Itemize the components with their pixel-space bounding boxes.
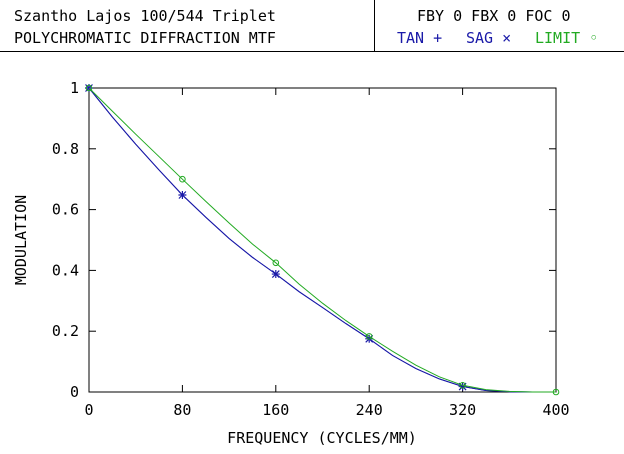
limit-series-line bbox=[88, 87, 556, 393]
y-tick-label: 0.6 bbox=[52, 201, 79, 219]
axis-ticks: 0 80 160 240 320 400 0 0.2 0.4 0.6 0.8 1 bbox=[52, 79, 570, 419]
legend-tan: TAN + bbox=[397, 29, 443, 47]
tan-series-line bbox=[88, 87, 556, 393]
y-tick-label: 1 bbox=[70, 79, 79, 97]
chart-header: Szantho Lajos 100/544 Triplet POLYCHROMA… bbox=[0, 0, 624, 52]
plot-frame bbox=[88, 87, 557, 393]
y-tick-label: 0.8 bbox=[52, 140, 79, 158]
field-info: FBY 0 FBX 0 FOC 0 bbox=[417, 7, 571, 25]
x-tick-label: 320 bbox=[449, 401, 476, 419]
x-tick-label: 0 bbox=[84, 401, 93, 419]
series-layer bbox=[85, 84, 560, 396]
limit-marker bbox=[552, 388, 560, 396]
limit-marker bbox=[272, 259, 280, 267]
y-tick-label: 0 bbox=[70, 383, 79, 401]
plot-title: POLYCHROMATIC DIFFRACTION MTF bbox=[14, 29, 276, 47]
lens-title: Szantho Lajos 100/544 Triplet bbox=[14, 7, 276, 25]
legend-limit: LIMIT ◦ bbox=[535, 29, 599, 47]
limit-marker bbox=[365, 333, 373, 340]
sag-marker bbox=[271, 270, 280, 278]
sag-series-line bbox=[88, 87, 556, 393]
x-tick-label: 80 bbox=[173, 401, 191, 419]
legend-sag: SAG × bbox=[466, 29, 512, 47]
x-tick-label: 400 bbox=[542, 401, 569, 419]
x-tick-label: 160 bbox=[262, 401, 289, 419]
y-tick-label: 0.4 bbox=[52, 261, 79, 279]
x-tick-label: 240 bbox=[356, 401, 383, 419]
limit-marker bbox=[85, 84, 93, 92]
x-axis-label: FREQUENCY (CYCLES/MM) bbox=[227, 429, 417, 447]
sag-marker bbox=[178, 191, 187, 199]
y-tick-label: 0.2 bbox=[52, 322, 79, 340]
header-divider bbox=[374, 0, 375, 51]
limit-marker bbox=[459, 382, 466, 389]
limit-marker bbox=[179, 175, 186, 183]
y-axis-label: MODULATION bbox=[12, 195, 30, 285]
mtf-chart: 0 80 160 240 320 400 0 0.2 0.4 0.6 0.8 1 FREQUENCY … bbox=[12, 79, 570, 447]
